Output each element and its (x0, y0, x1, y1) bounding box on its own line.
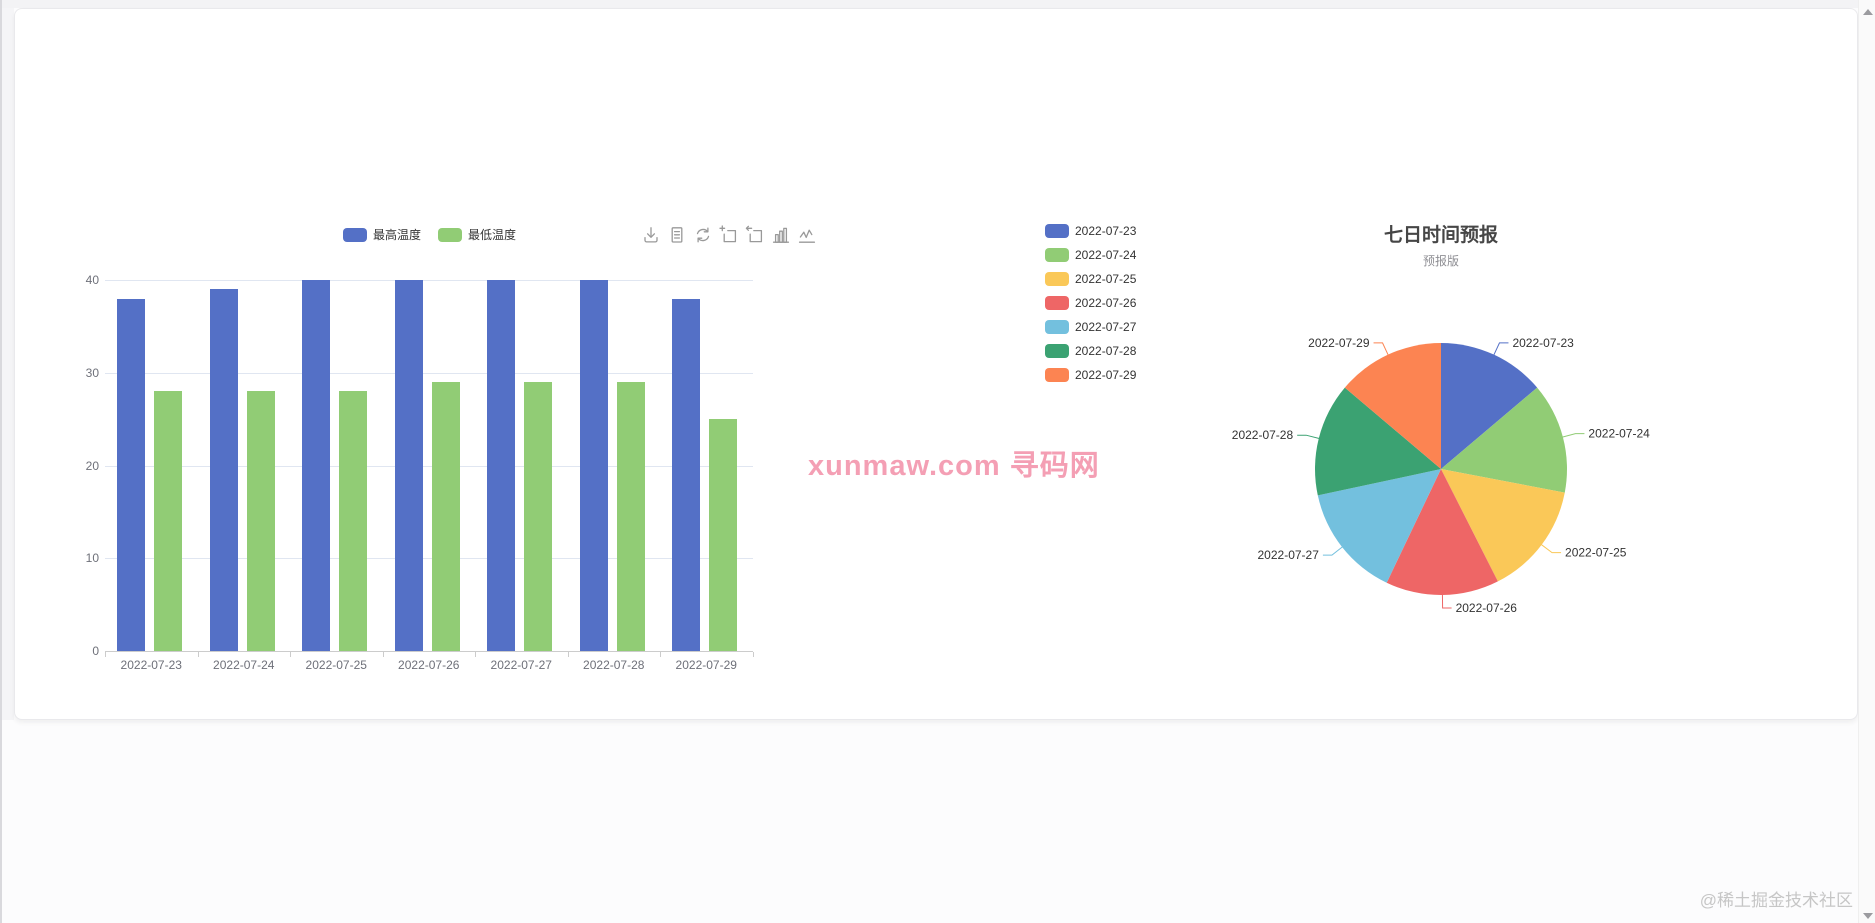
bar-segment[interactable] (339, 391, 368, 651)
legend-swatch (1045, 272, 1069, 286)
bar-segment[interactable] (394, 280, 423, 651)
attribution-text: @稀土掘金技术社区 (1699, 891, 1853, 910)
legend-label: 2022-07-27 (1075, 320, 1137, 334)
pie-label: 2022-07-29 (1308, 336, 1370, 350)
bar-segment[interactable] (154, 391, 183, 651)
legend-swatch (438, 227, 463, 242)
legend-swatch (1045, 296, 1069, 310)
pie-slice[interactable] (1386, 469, 1498, 595)
pie-label-line (1561, 433, 1585, 438)
pie-label: 2022-07-27 (1258, 548, 1320, 562)
pie-label: 2022-07-25 (1565, 546, 1627, 560)
legend-item[interactable]: 2022-07-23 (1045, 224, 1136, 238)
data-zoom-reset-icon[interactable] (745, 225, 765, 247)
data-view-icon[interactable] (667, 225, 687, 247)
legend-item[interactable]: 2022-07-29 (1045, 368, 1136, 382)
bar-chart-legend: 最高温度 最低温度 (343, 226, 516, 243)
pie-label: 2022-07-26 (1456, 601, 1518, 615)
page-left-margin (0, 8, 14, 720)
restore-icon[interactable] (693, 225, 713, 247)
legend-label: 2022-07-26 (1075, 296, 1137, 310)
pie-slice[interactable] (1315, 387, 1441, 496)
bar-segment[interactable] (616, 382, 645, 651)
pie-label: 2022-07-23 (1512, 336, 1574, 350)
pie-label: 2022-07-28 (1232, 428, 1294, 442)
magic-type-bar-icon[interactable] (771, 225, 791, 247)
legend-label: 最低温度 (468, 228, 517, 242)
window-left-edge (0, 0, 2, 923)
bar-segment[interactable] (302, 280, 331, 651)
legend-item[interactable]: 2022-07-26 (1045, 296, 1136, 310)
legend-item[interactable]: 2022-07-25 (1045, 272, 1136, 286)
pie-label: 2022-07-24 (1588, 427, 1650, 441)
bar-segment[interactable] (709, 419, 738, 651)
pie-label-line (1297, 434, 1320, 440)
watermark-text: xunmaw.com 寻码网 (808, 450, 1100, 482)
pie-slice[interactable] (1441, 387, 1567, 493)
legend-label: 2022-07-29 (1075, 368, 1137, 382)
bar-segment[interactable] (672, 298, 701, 651)
pie-label-line (1322, 546, 1344, 556)
scrollbar-up-arrow[interactable] (1863, 9, 1873, 15)
legend-swatch (343, 227, 367, 242)
legend-label: 2022-07-28 (1075, 344, 1137, 358)
legend-item[interactable]: 最低温度 (438, 226, 516, 243)
legend-swatch (1045, 320, 1069, 334)
legend-swatch (1045, 224, 1069, 238)
data-zoom-icon[interactable] (719, 225, 739, 247)
bar-segment[interactable] (579, 280, 608, 651)
pie-chart-legend: 2022-07-23 2022-07-24 2022-07-25 2022-07-26… (1045, 224, 1136, 382)
legend-label: 最高温度 (373, 228, 422, 242)
pie-slice[interactable] (1344, 343, 1441, 469)
pie-chart-subtitle: 预报版 (1422, 254, 1459, 268)
pie-label-line (1540, 543, 1562, 554)
bar-segment[interactable] (246, 391, 275, 651)
page-top-margin (0, 0, 1875, 8)
pie-chart-title-block: 七日时间预报 预报版 (1331, 225, 1551, 269)
pie-label-line (1373, 342, 1389, 356)
pie-chart-title: 七日时间预报 (1383, 225, 1498, 246)
pie-slice[interactable] (1441, 469, 1565, 582)
bar-segment[interactable] (209, 289, 238, 651)
legend-swatch (1045, 344, 1069, 358)
legend-item[interactable]: 最高温度 (343, 226, 421, 243)
bar-segment[interactable] (431, 382, 460, 651)
legend-item[interactable]: 2022-07-28 (1045, 344, 1136, 358)
legend-swatch (1045, 248, 1069, 262)
pie-label-line (1493, 342, 1509, 356)
legend-label: 2022-07-23 (1075, 224, 1137, 238)
legend-label: 2022-07-25 (1075, 272, 1137, 286)
bar-segment[interactable] (524, 382, 553, 651)
bar-segment[interactable] (487, 280, 516, 651)
pie-slice[interactable] (1441, 343, 1538, 469)
magic-type-line-icon[interactable] (797, 225, 817, 247)
legend-label: 2022-07-24 (1075, 248, 1137, 262)
save-as-image-icon[interactable] (641, 225, 661, 247)
chart-toolbox (641, 225, 817, 247)
legend-swatch (1045, 368, 1069, 382)
pie-slice[interactable] (1317, 469, 1441, 583)
scrollbar-down-arrow[interactable] (1863, 913, 1873, 919)
scrollbar[interactable] (1858, 0, 1875, 923)
legend-item[interactable]: 2022-07-27 (1045, 320, 1136, 334)
legend-item[interactable]: 2022-07-24 (1045, 248, 1136, 262)
bar-segment[interactable] (117, 298, 146, 651)
pie-label-line (1441, 593, 1452, 609)
pie-chart: 2022-07-23 2022-07-24 2022-07-25 2022-07-26… (1232, 336, 1650, 615)
